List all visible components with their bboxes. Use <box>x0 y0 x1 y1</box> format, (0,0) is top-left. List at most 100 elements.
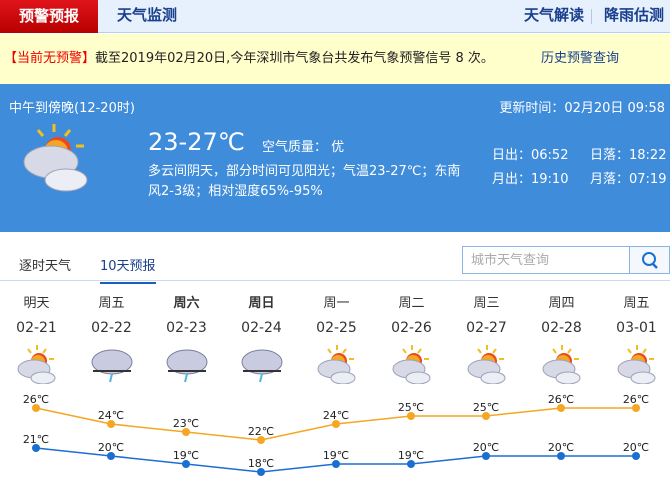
forecast-weekday: 周三 <box>473 296 500 311</box>
search-icon <box>642 252 658 269</box>
low-temp-point <box>332 460 340 468</box>
forecast-date: 02-23 <box>166 320 207 336</box>
current-weather-panel: 中午到傍晚(12-20时) 更新时间：02月20日 09:58 23-27℃ 空… <box>0 84 670 232</box>
forecast-weekday: 周六 <box>173 296 200 311</box>
city-search <box>462 246 670 274</box>
tab-hourly[interactable]: 逐时天气 <box>19 259 72 274</box>
low-temp-label: 20℃ <box>623 441 649 454</box>
divider <box>591 9 592 24</box>
low-temp-point <box>407 460 415 468</box>
warning-text: 截至2019年02月20日,今年深圳市气象台共发布气象预警信号 8 次。 <box>95 51 494 66</box>
low-temp-label: 18℃ <box>248 457 274 470</box>
forecast-icon <box>0 344 74 388</box>
forecast-date: 02-22 <box>91 320 132 336</box>
low-temp-point <box>182 460 190 468</box>
forecast-tabs: 逐时天气 10天预报 <box>0 240 670 284</box>
partly-cloudy-icon <box>467 345 505 385</box>
weather-description: 多云间阴天，部分时间可见阳光；气温23-27℃；东南 <box>148 164 461 179</box>
history-warning-link[interactable]: 历史预警查询 <box>541 51 620 66</box>
update-time: 更新时间：02月20日 09:58 <box>499 101 665 116</box>
high-temp-label: 26℃ <box>548 393 574 406</box>
forecast-icon <box>74 344 149 388</box>
high-temp-point <box>257 436 265 444</box>
air-quality: 空气质量： 优 <box>262 140 345 155</box>
partly-cloudy-icon <box>392 345 430 385</box>
high-temp-point <box>32 404 40 412</box>
forecast-weekday: 周五 <box>98 296 125 311</box>
warning-bar: 【当前无预警】截至2019年02月20日,今年深圳市气象台共发布气象预警信号 8… <box>0 34 670 84</box>
forecast-icon <box>224 344 299 388</box>
high-temp-label: 24℃ <box>323 409 349 422</box>
rain-icon <box>166 349 207 383</box>
low-temp-label: 19℃ <box>323 449 349 462</box>
low-temp-point <box>557 452 565 460</box>
warning-status: 【当前无预警】 <box>4 51 96 66</box>
sunset: 日落：18:22 <box>590 148 667 163</box>
forecast-weekday: 周五 <box>623 296 650 311</box>
moonset: 月落：07:19 <box>590 172 667 187</box>
forecast-icon <box>449 344 524 388</box>
weather-description-2: 风2-3级；相对湿度65%-95% <box>148 184 323 199</box>
nav-weather-monitor[interactable]: 天气监测 <box>117 6 178 24</box>
low-temp-label: 21℃ <box>23 433 49 446</box>
high-temp-point <box>107 420 115 428</box>
partly-cloudy-icon <box>23 124 88 192</box>
forecast-weekday: 周二 <box>398 296 425 311</box>
low-temp-point <box>482 452 490 460</box>
high-temp-label: 23℃ <box>173 417 199 430</box>
top-nav: 预警预报 天气监测 天气解读 降雨估测 <box>0 0 670 33</box>
forecast-date: 02-25 <box>316 320 357 336</box>
partly-cloudy-icon <box>317 345 355 385</box>
forecast-icon <box>374 344 449 388</box>
low-temp-point <box>632 452 640 460</box>
low-temp-label: 20℃ <box>98 441 124 454</box>
high-temp-label: 25℃ <box>398 401 424 414</box>
partly-cloudy-icon <box>17 345 55 385</box>
forecast-date: 02-21 <box>16 320 57 336</box>
nav-rain-estimate[interactable]: 降雨估测 <box>604 6 665 24</box>
forecast-icon <box>149 344 224 388</box>
forecast-date: 02-27 <box>466 320 507 336</box>
forecast-date: 02-28 <box>541 320 582 336</box>
high-temp-point <box>632 404 640 412</box>
high-temp-label: 24℃ <box>98 409 124 422</box>
low-temp-label: 20℃ <box>548 441 574 454</box>
low-temp-point <box>107 452 115 460</box>
forecast-date: 03-01 <box>616 320 657 336</box>
forecast-date: 02-24 <box>241 320 282 336</box>
low-temp-label: 19℃ <box>398 449 424 462</box>
temperature-chart: 26℃ 24℃ 23℃ 22℃ 24℃ 25℃ 25℃ 26℃ 26℃ 21℃ 20℃ 19℃ 18℃ 1… <box>23 393 649 476</box>
high-temp-label: 22℃ <box>248 425 274 438</box>
tab-10-day[interactable]: 10天预报 <box>100 255 156 284</box>
high-temp-point <box>182 428 190 436</box>
rain-icon <box>91 349 132 383</box>
rain-icon <box>241 349 282 383</box>
forecast-icon <box>524 344 599 388</box>
high-temp-point <box>482 412 490 420</box>
low-temp-point <box>257 468 265 476</box>
partly-cloudy-icon <box>542 345 580 385</box>
high-temp-point <box>557 404 565 412</box>
forecast-weekday: 周四 <box>548 296 575 311</box>
period: 中午到傍晚(12-20时) <box>9 101 135 116</box>
nav-warning-forecast[interactable]: 预警预报 <box>0 0 98 33</box>
high-temp-label: 26℃ <box>623 393 649 406</box>
low-temp-label: 19℃ <box>173 449 199 462</box>
low-temp-point <box>32 444 40 452</box>
forecast-icon <box>299 344 374 388</box>
search-button[interactable] <box>629 247 669 273</box>
forecast-weekday: 明天 <box>23 296 50 311</box>
high-temp-point <box>332 420 340 428</box>
forecast-icon <box>599 344 670 388</box>
sunrise: 日出：06:52 <box>492 148 569 163</box>
high-temp-label: 26℃ <box>23 393 49 406</box>
high-temp-label: 25℃ <box>473 401 499 414</box>
forecast-weekday: 周一 <box>323 296 350 311</box>
high-temp-point <box>407 412 415 420</box>
partly-cloudy-icon <box>617 345 655 385</box>
nav-weather-interpret[interactable]: 天气解读 <box>524 6 585 24</box>
forecast-date: 02-26 <box>391 320 432 336</box>
search-input[interactable] <box>463 247 631 273</box>
forecast-weekday: 周日 <box>248 296 275 311</box>
temperature-range: 23-27℃ <box>148 128 245 156</box>
